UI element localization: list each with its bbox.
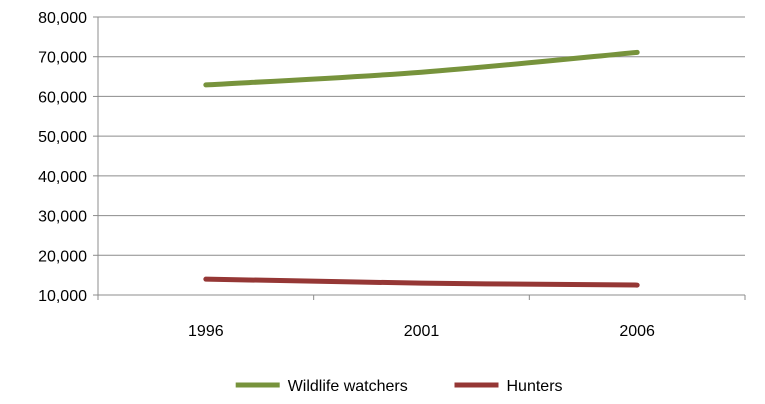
series-line-wildlife-watchers <box>203 49 640 88</box>
y-tick-label: 60,000 <box>38 89 87 106</box>
y-tick-label: 30,000 <box>38 209 87 226</box>
y-tick-label: 50,000 <box>38 129 87 146</box>
x-tick-labels: 1996 2001 2006 <box>188 323 655 340</box>
y-tick-label: 20,000 <box>38 248 87 265</box>
axes <box>93 16 746 300</box>
y-tick-label: 40,000 <box>38 169 87 186</box>
gridlines <box>98 16 745 256</box>
series-lines <box>203 49 640 288</box>
y-tick-label: 80,000 <box>38 10 87 27</box>
legend-label-hunters: Hunters <box>507 378 563 395</box>
y-tick-label: 10,000 <box>38 288 87 305</box>
x-tick-label: 1996 <box>188 323 224 340</box>
legend-label-wildlife-watchers: Wildlife watchers <box>288 378 408 395</box>
series-line-hunters <box>203 276 640 288</box>
x-tick-label: 2001 <box>404 323 440 340</box>
x-tick-label: 2006 <box>619 323 655 340</box>
legend: Wildlife watchers Hunters <box>235 378 563 395</box>
y-tick-label: 70,000 <box>38 50 87 67</box>
y-tick-labels: 10,000 20,000 30,000 40,000 50,000 60,000 70,0… <box>38 10 87 305</box>
